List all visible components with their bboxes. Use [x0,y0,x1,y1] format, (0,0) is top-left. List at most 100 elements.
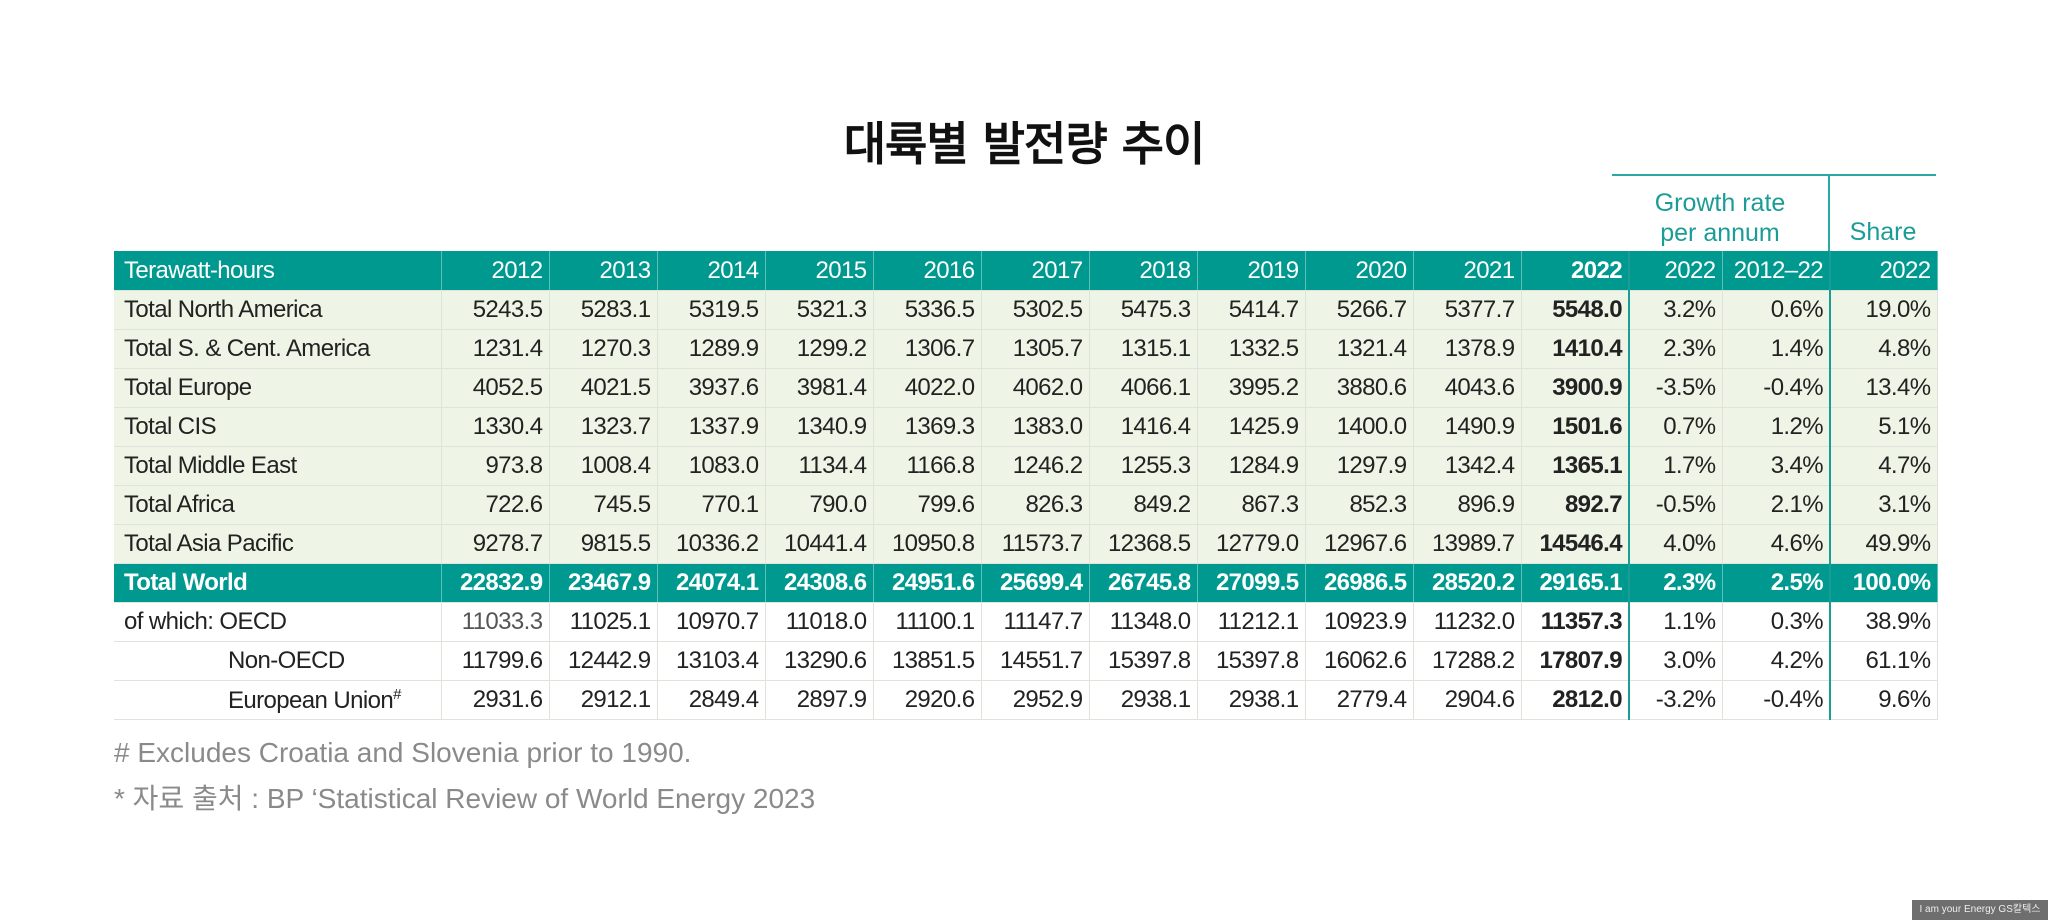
page-title: 대륙별 발전량 추이 [843,117,1206,171]
value-cell: 11212.1 [1197,602,1306,642]
value-cell: 790.0 [765,485,874,525]
value-cell: 11033.3 [441,602,550,642]
row-label-text: Total CIS [124,413,217,440]
value-cell: 1299.2 [765,329,874,369]
value-cell: 25699.4 [981,563,1090,603]
value-cell: 1501.6 [1521,407,1630,447]
value-cell: 4.0% [1628,524,1723,564]
value-cell: 1410.4 [1521,329,1630,369]
value-cell: 1321.4 [1305,329,1414,369]
growth-header-line2: per annum [1660,219,1780,247]
total-world-row: Total World 22832.9 23467.9 24074.1 24308.6 2… [114,563,1938,603]
value-cell: 5548.0 [1521,290,1630,330]
value-cell: 5.1% [1829,407,1938,447]
value-cell: 0.6% [1722,290,1831,330]
value-cell: 1416.4 [1089,407,1198,447]
row-label: Non-OECD [114,641,442,681]
value-cell: 1306.7 [873,329,982,369]
row-label-text: Total Europe [124,374,252,401]
value-cell: 5283.1 [549,290,658,330]
value-cell: 1297.9 [1305,446,1414,486]
value-cell: -0.4% [1722,368,1831,408]
column-header: 2015 [765,251,874,291]
value-cell: 2952.9 [981,680,1090,720]
value-cell: 1305.7 [981,329,1090,369]
table-row: Total Europe 4052.5 4021.5 3937.6 3981.4 4022… [114,368,1938,408]
value-cell: 2938.1 [1197,680,1306,720]
value-cell: 1425.9 [1197,407,1306,447]
value-cell: 10923.9 [1305,602,1414,642]
value-cell: 1378.9 [1413,329,1522,369]
value-cell: 49.9% [1829,524,1938,564]
value-cell: 14546.4 [1521,524,1630,564]
column-header: 2018 [1089,251,1198,291]
table-row: Total Africa 722.6 745.5 770.1 790.0 799.6 826… [114,485,1938,525]
value-cell: 1.1% [1628,602,1723,642]
value-cell: 5319.5 [657,290,766,330]
value-cell: 13851.5 [873,641,982,681]
value-cell: 38.9% [1829,602,1938,642]
value-cell: 23467.9 [549,563,658,603]
value-cell: 24308.6 [765,563,874,603]
value-cell: 2.3% [1628,329,1723,369]
row-label-text: Total Africa [124,491,235,518]
value-cell: -0.4% [1722,680,1831,720]
value-cell: 61.1% [1829,641,1938,681]
table-row: of which: OECD 11033.3 11025.1 10970.7 11018… [114,602,1938,642]
value-cell: 2904.6 [1413,680,1522,720]
value-cell: 1337.9 [657,407,766,447]
value-cell: 9815.5 [549,524,658,564]
value-cell: 100.0% [1829,563,1938,603]
unit-header: Terawatt-hours [114,251,442,291]
value-cell: 4052.5 [441,368,550,408]
table-row: Total North America 5243.5 5283.1 5319.5 532… [114,290,1938,330]
value-cell: 26986.5 [1305,563,1414,603]
value-cell: 1315.1 [1089,329,1198,369]
value-cell: 1369.3 [873,407,982,447]
value-cell: 5336.5 [873,290,982,330]
row-label: Total Europe [114,368,442,408]
value-cell: 11799.6 [441,641,550,681]
value-cell: 3.1% [1829,485,1938,525]
row-label: Total Asia Pacific [114,524,442,564]
value-cell: 973.8 [441,446,550,486]
row-label-text: Total World [124,569,248,596]
column-header: 2020 [1305,251,1414,291]
value-cell: 4.7% [1829,446,1938,486]
value-cell: 11357.3 [1521,602,1630,642]
value-cell: 849.2 [1089,485,1198,525]
value-cell: 892.7 [1521,485,1630,525]
value-cell: 5414.7 [1197,290,1306,330]
value-cell: 17288.2 [1413,641,1522,681]
value-cell: 5266.7 [1305,290,1414,330]
value-cell: -3.2% [1628,680,1723,720]
value-cell: 4022.0 [873,368,982,408]
value-cell: 2938.1 [1089,680,1198,720]
value-cell: 4066.1 [1089,368,1198,408]
value-cell: 2912.1 [549,680,658,720]
value-cell: 12779.0 [1197,524,1306,564]
value-cell: 1270.3 [549,329,658,369]
row-label-text: Total Middle East [124,452,297,479]
value-cell: 13103.4 [657,641,766,681]
value-cell: 1289.9 [657,329,766,369]
table-row: European Union# 2931.6 2912.1 2849.4 2897.9 2… [114,680,1938,720]
value-cell: 2.3% [1628,563,1723,603]
value-cell: 13989.7 [1413,524,1522,564]
value-cell: 2.5% [1722,563,1831,603]
column-header: 2012–22 [1722,251,1831,291]
row-label: Total North America [114,290,442,330]
row-label-text: Total North America [124,296,323,323]
column-header: 2022 [1829,251,1938,291]
row-label: of which: OECD [114,602,442,642]
value-cell: 1332.5 [1197,329,1306,369]
table-row: Non-OECD 11799.6 12442.9 13103.4 13290.6 1385… [114,641,1938,681]
value-cell: 3981.4 [765,368,874,408]
value-cell: 826.3 [981,485,1090,525]
value-cell: 13.4% [1829,368,1938,408]
column-header: 2014 [657,251,766,291]
value-cell: 19.0% [1829,290,1938,330]
value-cell: 17807.9 [1521,641,1630,681]
value-cell: -0.5% [1628,485,1723,525]
value-cell: 3937.6 [657,368,766,408]
